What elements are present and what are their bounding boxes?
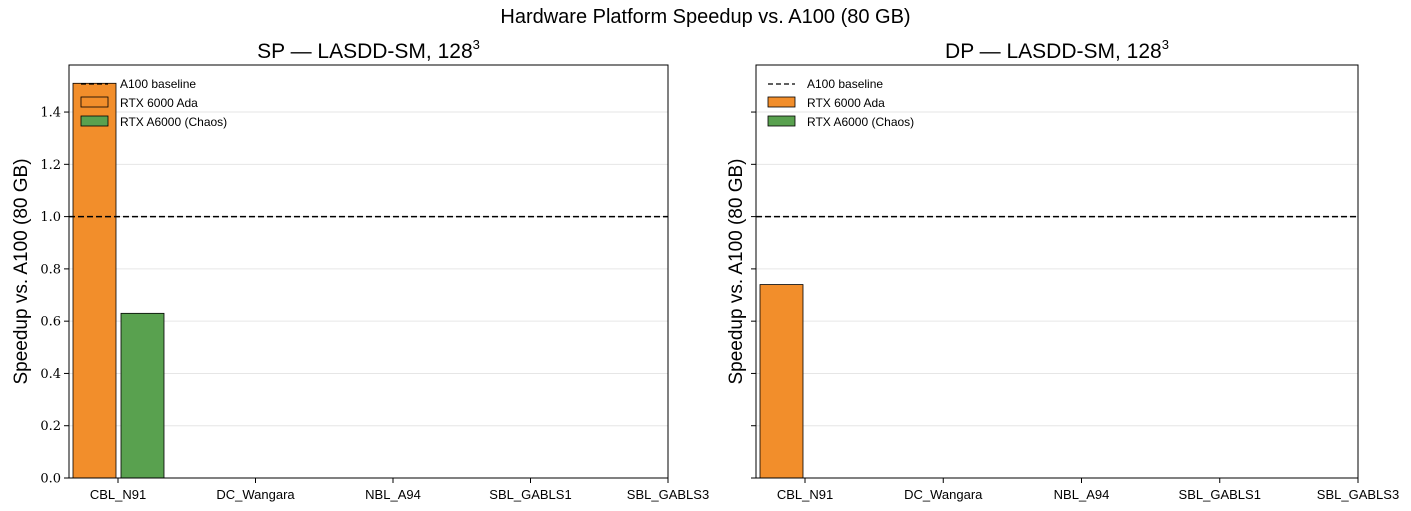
xtick-label: SBL_GABLS3 [627,487,709,502]
xtick-label: SBL_GABLS1 [489,487,571,502]
panel-2: CBL_N91 DC_Wangara NBL_A94 SBL_GABLS1 SBL_GA… [726,37,1399,502]
legend-label: A100 baseline [807,77,883,91]
figure-title: Hardware Platform Speedup vs. A100 (80 G… [500,6,911,28]
ytick-label: 1.2 [40,158,61,173]
legend-swatch-rtx6000 [767,96,796,108]
bar-rtx-a6000-chaos--cbl_n91 [120,312,165,479]
panel-title: SP — LASDD-SM, 1283 [257,37,480,63]
xtick-label: DC_Wangara [216,487,295,502]
axes-frame [755,64,1359,479]
legend-label: RTX A6000 (Chaos) [807,115,914,129]
ytick-label: 0.8 [40,262,61,277]
ytick-label: 0.0 [40,472,61,487]
legend-label: RTX 6000 Ada [120,96,198,110]
legend-label: A100 baseline [120,77,196,91]
xtick-label: NBL_A94 [365,487,421,502]
ytick-label: 0.6 [40,315,61,330]
ytick-label: 0.4 [40,367,61,382]
y-axis-label: Speedup vs. A100 (80 GB) [726,158,747,384]
legend: A100 baseline RTX 6000 Ada RTX A6000 (Chao… [767,77,914,129]
ytick-label: 1.4 [40,106,61,121]
xtick-label: SBL_GABLS1 [1179,487,1261,502]
xtick-label: SBL_GABLS3 [1317,487,1399,502]
legend: A100 baseline RTX 6000 Ada RTX A6000 (Chao… [80,77,227,129]
ytick-label: 0.2 [40,419,61,434]
xtick-label: DC_Wangara [904,487,983,502]
legend-swatch-a6000 [80,115,109,127]
panel-1: 0.0 0.2 0.4 0.6 0.8 1.0 1.2 1.4 CBL_N91 DC_Wangar… [11,37,709,502]
bar-rtx-6000-ada-cbl_n91 [72,82,117,479]
y-axis-label: Speedup vs. A100 (80 GB) [11,158,32,384]
bar-rtx-6000-ada-cbl_n91 [759,284,804,479]
xtick-label: CBL_N91 [90,487,146,502]
legend-label: RTX 6000 Ada [807,96,885,110]
xtick-label: CBL_N91 [777,487,833,502]
legend-swatch-a6000 [767,115,796,127]
legend-label: RTX A6000 (Chaos) [120,115,227,129]
legend-swatch-rtx6000 [80,96,109,108]
panel-title: DP — LASDD-SM, 1283 [945,37,1169,63]
axes-frame [68,64,669,479]
xtick-label: NBL_A94 [1054,487,1110,502]
ytick-label: 1.0 [40,210,61,225]
